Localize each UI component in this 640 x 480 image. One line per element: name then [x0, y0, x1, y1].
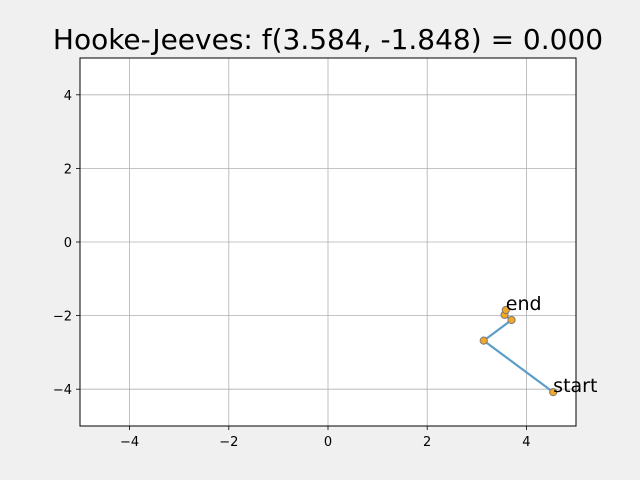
y-tick-label: −4	[53, 383, 72, 398]
x-tick-label: −4	[120, 435, 139, 450]
path-point	[501, 305, 510, 315]
annotation-start: start	[553, 375, 597, 397]
y-tick-label: 0	[64, 236, 72, 251]
y-tick-label: 2	[64, 162, 72, 177]
annotation-layer: start end	[506, 293, 598, 397]
path-point	[479, 336, 488, 345]
x-tick-label: −2	[219, 435, 238, 450]
annotation-end: end	[506, 293, 542, 315]
x-tick-label: 2	[423, 435, 431, 450]
path-point	[507, 315, 516, 325]
grid-lines	[80, 58, 576, 426]
x-tick-label: 4	[522, 435, 530, 450]
y-tick-label: 4	[64, 89, 72, 104]
chart-title: Hooke-Jeeves: f(3.584, -1.848) = 0.000	[53, 23, 603, 56]
series-layer	[479, 305, 558, 397]
path-point	[549, 388, 558, 397]
y-tick-label: −2	[53, 310, 72, 325]
axis-ticks: −4 −2 0 2 4 −4 −2 0 2 4	[53, 89, 531, 450]
x-tick-label: 0	[324, 435, 332, 450]
